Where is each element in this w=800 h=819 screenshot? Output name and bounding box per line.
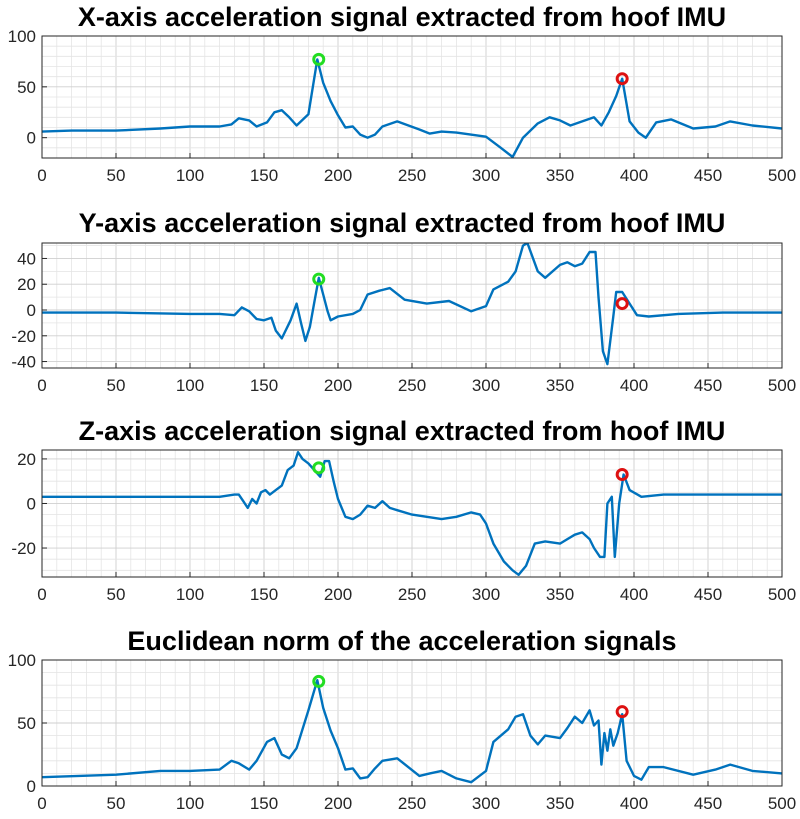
x-tick-label: 450 [694, 166, 722, 185]
x-tick-label: 500 [768, 376, 796, 395]
x-tick-label: 100 [176, 794, 204, 813]
x-tick-label: 150 [250, 585, 278, 604]
x-tick-label: 100 [176, 376, 204, 395]
y-tick-label: 100 [8, 27, 36, 46]
x-tick-label: 400 [620, 166, 648, 185]
x-tick-label: 50 [107, 794, 126, 813]
x-tick-label: 200 [324, 166, 352, 185]
y-tick-label: 100 [8, 651, 36, 670]
y-tick-label: 50 [17, 78, 36, 97]
x-tick-label: 50 [107, 376, 126, 395]
y-tick-label: 40 [17, 249, 36, 268]
x-tick-label: 0 [37, 794, 46, 813]
subplot-1: 0 50 100 150 200 250 300 350 400 450 500 0 50 100 X-ax… [8, 2, 797, 185]
x-tick-label: 300 [472, 376, 500, 395]
signal-line [42, 679, 782, 784]
y-tick-label: -40 [11, 353, 36, 372]
x-tick-label: 300 [472, 794, 500, 813]
x-tick-label: 500 [768, 585, 796, 604]
x-tick-label: 0 [37, 166, 46, 185]
x-tick-label: 200 [324, 585, 352, 604]
x-tick-label: 450 [694, 794, 722, 813]
x-tick-label: 450 [694, 376, 722, 395]
peak-marker-red [615, 468, 629, 482]
chart-title: Y-axis acceleration signal extracted fro… [79, 208, 726, 238]
x-tick-label: 500 [768, 794, 796, 813]
y-tick-label: 50 [17, 714, 36, 733]
x-tick-label: 300 [472, 166, 500, 185]
x-tick-label: 250 [398, 376, 426, 395]
peak-marker-green [312, 674, 326, 688]
x-tick-label: 0 [37, 376, 46, 395]
x-tick-label: 350 [546, 166, 574, 185]
chart-title: Z-axis acceleration signal extracted fro… [79, 416, 726, 446]
y-tick-label: -20 [11, 539, 36, 558]
x-tick-label: 250 [398, 166, 426, 185]
signal-line [42, 451, 782, 576]
x-tick-label: 150 [250, 166, 278, 185]
x-tick-label: 500 [768, 166, 796, 185]
peak-marker-red [615, 705, 629, 719]
x-tick-label: 350 [546, 794, 574, 813]
peak-marker-green [312, 461, 326, 475]
peak-marker-red [615, 297, 629, 311]
y-tick-label: 20 [17, 275, 36, 294]
x-tick-label: 200 [324, 794, 352, 813]
x-tick-label: 200 [324, 376, 352, 395]
peak-marker-green [312, 272, 326, 286]
y-tick-label: 0 [27, 777, 36, 796]
peak-marker-green [312, 52, 326, 66]
x-tick-label: 250 [398, 585, 426, 604]
subplot-3: 0 50 100 150 200 250 300 350 400 450 500 -20 0 20 Z-ax… [11, 416, 796, 604]
x-tick-label: 150 [250, 376, 278, 395]
x-tick-label: 400 [620, 794, 648, 813]
x-tick-label: 400 [620, 585, 648, 604]
x-tick-label: 450 [694, 585, 722, 604]
x-tick-label: 250 [398, 794, 426, 813]
x-tick-label: 0 [37, 585, 46, 604]
x-tick-label: 150 [250, 794, 278, 813]
subplot-4: 0 50 100 150 200 250 300 350 400 450 500 0 50 100 Eucl… [8, 626, 797, 813]
signal-line [42, 243, 782, 366]
chart-title: Euclidean norm of the acceleration signa… [127, 626, 676, 656]
y-tick-label: 0 [27, 301, 36, 320]
x-tick-label: 350 [546, 585, 574, 604]
y-tick-label: -20 [11, 327, 36, 346]
y-tick-label: 0 [27, 129, 36, 148]
x-tick-label: 100 [176, 585, 204, 604]
x-tick-label: 350 [546, 376, 574, 395]
y-tick-label: 0 [27, 494, 36, 513]
y-tick-label: 20 [17, 450, 36, 469]
x-tick-label: 300 [472, 585, 500, 604]
peak-marker-red [615, 72, 629, 86]
x-tick-label: 100 [176, 166, 204, 185]
signal-line [42, 58, 782, 158]
chart-title: X-axis acceleration signal extracted fro… [78, 2, 726, 32]
x-tick-label: 50 [107, 585, 126, 604]
subplot-2: 0 50 100 150 200 250 300 350 400 450 500 -40 -20 0 20 4… [11, 208, 796, 395]
x-tick-label: 400 [620, 376, 648, 395]
x-tick-label: 50 [107, 166, 126, 185]
